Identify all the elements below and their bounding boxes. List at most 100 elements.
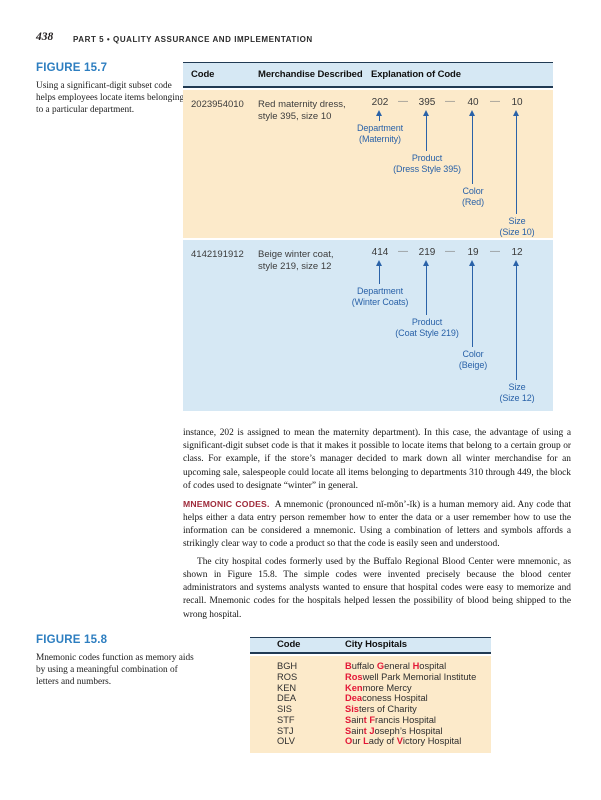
- mnemonic-letter: J: [369, 725, 375, 736]
- segment-label-line: Color: [462, 349, 484, 359]
- hospital-code: OLV: [277, 736, 295, 747]
- paragraph: instance, 202 is assigned to mean the ma…: [183, 428, 571, 491]
- segment-label: Size (Size 10): [472, 216, 562, 237]
- code-separator: —: [445, 96, 455, 107]
- segment-label-line: Department: [356, 123, 404, 133]
- table-158-body: BGH Buffalo General Hospital ROS Roswell…: [250, 656, 491, 753]
- code-segment: 12: [511, 247, 523, 258]
- segment-label-line: Size: [508, 382, 526, 392]
- code-segment: 219: [418, 247, 436, 258]
- code-separator: —: [490, 246, 500, 257]
- hospital-name: Saint Joseph’s Hospital: [345, 726, 443, 736]
- segment-label: Department (Maternity): [335, 123, 425, 144]
- segment-label-line: (Beige): [458, 359, 488, 370]
- segment-label-line: Color: [462, 186, 484, 196]
- hospital-name: Buffalo General Hospital: [345, 661, 446, 671]
- name-text: ospital: [419, 661, 447, 671]
- code-separator: —: [398, 96, 408, 107]
- table-row: OLV Our Lady of Victory Hospital: [250, 736, 491, 747]
- hospital-code: KEN: [277, 682, 297, 693]
- paragraph: The city hospital codes formerly used by…: [183, 556, 571, 620]
- name-text: well Park Memorial Institute: [362, 671, 477, 682]
- column-header-city-hospitals: City Hospitals: [345, 639, 407, 650]
- code-segment: 40: [467, 97, 479, 108]
- merchandise-description: Beige winter coat, style 219, size 12: [258, 249, 334, 272]
- name-text: ictory Hospital: [402, 736, 462, 747]
- segment-label-line: (Size 10): [499, 226, 535, 237]
- mnemonic-letter: Ken: [345, 682, 363, 693]
- merchandise-line: style 219, size 12: [258, 260, 332, 272]
- mnemonic-letter: S: [345, 725, 352, 736]
- merchandise-code: 4142191912: [191, 249, 244, 260]
- hospital-name: Saint Francis Hospital: [345, 715, 436, 725]
- segment-label-line: (Dress Style 395): [393, 163, 461, 174]
- merchandise-line: Beige winter coat,: [258, 249, 334, 260]
- hospital-code: SIS: [277, 704, 292, 714]
- column-header-code: Code: [277, 639, 301, 650]
- up-arrow-icon: [469, 260, 475, 347]
- name-text: ters of Charity: [358, 704, 417, 714]
- up-arrow-icon: [376, 260, 382, 284]
- up-arrow-icon: [423, 260, 429, 315]
- up-arrow-icon: [423, 110, 429, 151]
- mnemonic-letter: B: [345, 661, 352, 671]
- hospital-code: BGH: [277, 661, 298, 671]
- segment-label-line: (Maternity): [359, 133, 401, 144]
- mnemonic-letter: V: [396, 736, 403, 747]
- mnemonic-letter: L: [363, 736, 369, 747]
- segment-label: Size (Size 12): [472, 382, 562, 403]
- page-number: 438: [36, 31, 54, 43]
- figure-157-caption: Using a significant-digit subset code he…: [36, 81, 185, 115]
- segment-label-line: Product: [411, 153, 443, 163]
- part-header: PART 5 • QUALITY ASSURANCE AND IMPLEMENT…: [73, 35, 313, 44]
- code-segment: 395: [418, 97, 436, 108]
- hospital-name: Our Lady of Victory Hospital: [345, 736, 461, 746]
- figure-158-label: FIGURE 15.8: [36, 634, 108, 646]
- hospital-code: DEA: [277, 693, 297, 704]
- hospital-code: STJ: [277, 725, 294, 736]
- code-separator: —: [398, 246, 408, 257]
- segment-label: Department (Winter Coats): [335, 286, 425, 307]
- hospital-name: Deaconess Hospital: [345, 693, 428, 703]
- segment-label-line: (Coat Style 219): [395, 327, 459, 338]
- table-157-header-row: Code Merchandise Described Explanation o…: [183, 62, 553, 88]
- hospital-code: STF: [277, 714, 295, 725]
- merchandise-line: style 395, size 10: [258, 110, 332, 122]
- merchandise-code: 2023954010: [191, 99, 244, 110]
- hospital-code: ROS: [277, 671, 298, 682]
- code-segment: 10: [511, 97, 523, 108]
- code-segment: 414: [371, 247, 389, 258]
- table-row: DEA Deaconess Hospital: [250, 693, 491, 704]
- merchandise-line: Red maternity dress,: [258, 99, 346, 110]
- table-row: BGH Buffalo General Hospital: [250, 661, 491, 672]
- segment-label: Product (Dress Style 395): [382, 153, 472, 174]
- segment-label: Color (Red): [428, 186, 518, 207]
- merchandise-description: Red maternity dress, style 395, size 10: [258, 99, 346, 122]
- figure-158-table: Code City Hospitals BGH Buffalo General …: [250, 637, 491, 753]
- segment-label-line: (Size 12): [499, 392, 535, 403]
- paragraph: MNEMONIC CODES. A mnemonic (pronounced n…: [183, 498, 571, 552]
- hospital-name: Kenmore Mercy: [345, 683, 412, 693]
- hospital-name: Roswell Park Memorial Institute: [345, 672, 476, 682]
- name-text: rancis Hospital: [375, 714, 436, 725]
- mnemonic-codes-heading: MNEMONIC CODES.: [183, 498, 270, 509]
- table-row: ROS Roswell Park Memorial Institute: [250, 672, 491, 683]
- code-segment: 19: [467, 247, 479, 258]
- name-text: ur: [352, 736, 364, 747]
- column-header-code: Code: [191, 69, 215, 80]
- figure-158-caption: Mnemonic codes function as memory aids b…: [36, 653, 194, 687]
- column-header-merchandise: Merchandise Described: [258, 69, 363, 80]
- name-text: coness Hospital: [362, 693, 428, 704]
- code-separator: —: [445, 246, 455, 257]
- name-text: ain: [351, 714, 364, 725]
- mnemonic-letter: t: [363, 714, 370, 725]
- mnemonic-letter: H: [412, 661, 420, 671]
- segment-label-line: Size: [508, 216, 526, 226]
- mnemonic-letter: G: [376, 661, 385, 671]
- segment-label-line: Product: [411, 317, 443, 327]
- mnemonic-letter: Dea: [345, 693, 363, 704]
- up-arrow-icon: [513, 110, 519, 214]
- paragraph-text: A mnemonic (pronounced nĭ-mŏn’-ĭk) is a …: [183, 499, 572, 550]
- up-arrow-icon: [376, 110, 382, 121]
